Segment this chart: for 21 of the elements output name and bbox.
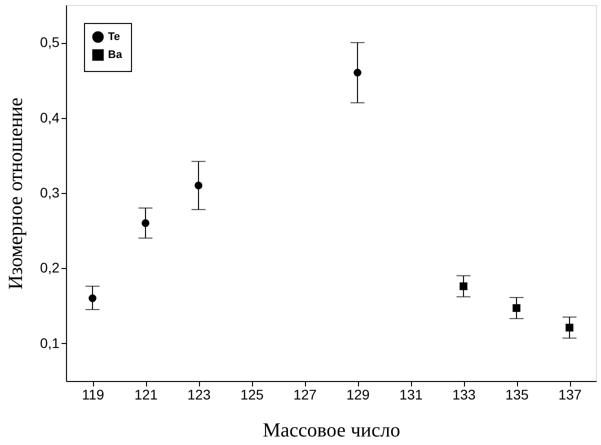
x-tick-label: 121 (134, 386, 158, 402)
y-tick-label: 0,2 (40, 260, 60, 276)
x-tick-label: 129 (346, 386, 370, 402)
x-tick-label: 131 (399, 386, 423, 402)
y-tick-label: 0,1 (40, 334, 60, 351)
x-tick-label: 123 (187, 386, 211, 402)
y-axis-title: Изомерное отношение (5, 97, 28, 290)
x-tick-label: 127 (293, 386, 317, 402)
legend-label: Ba (108, 49, 123, 61)
x-tick-label: 137 (558, 386, 582, 402)
x-tick-label: 125 (240, 386, 264, 402)
point (566, 324, 574, 332)
y-tick-label: 0,4 (40, 109, 60, 126)
x-tick-label: 133 (452, 386, 476, 402)
y-tick-label: 0,5 (40, 34, 60, 50)
y-tick-label: 0,3 (40, 184, 60, 200)
x-tick-label: 119 (82, 386, 104, 402)
x-axis-title: Массовое число (262, 420, 400, 442)
point (512, 304, 520, 312)
x-tick-label: 135 (505, 386, 529, 402)
legend-label: Te (108, 31, 120, 43)
